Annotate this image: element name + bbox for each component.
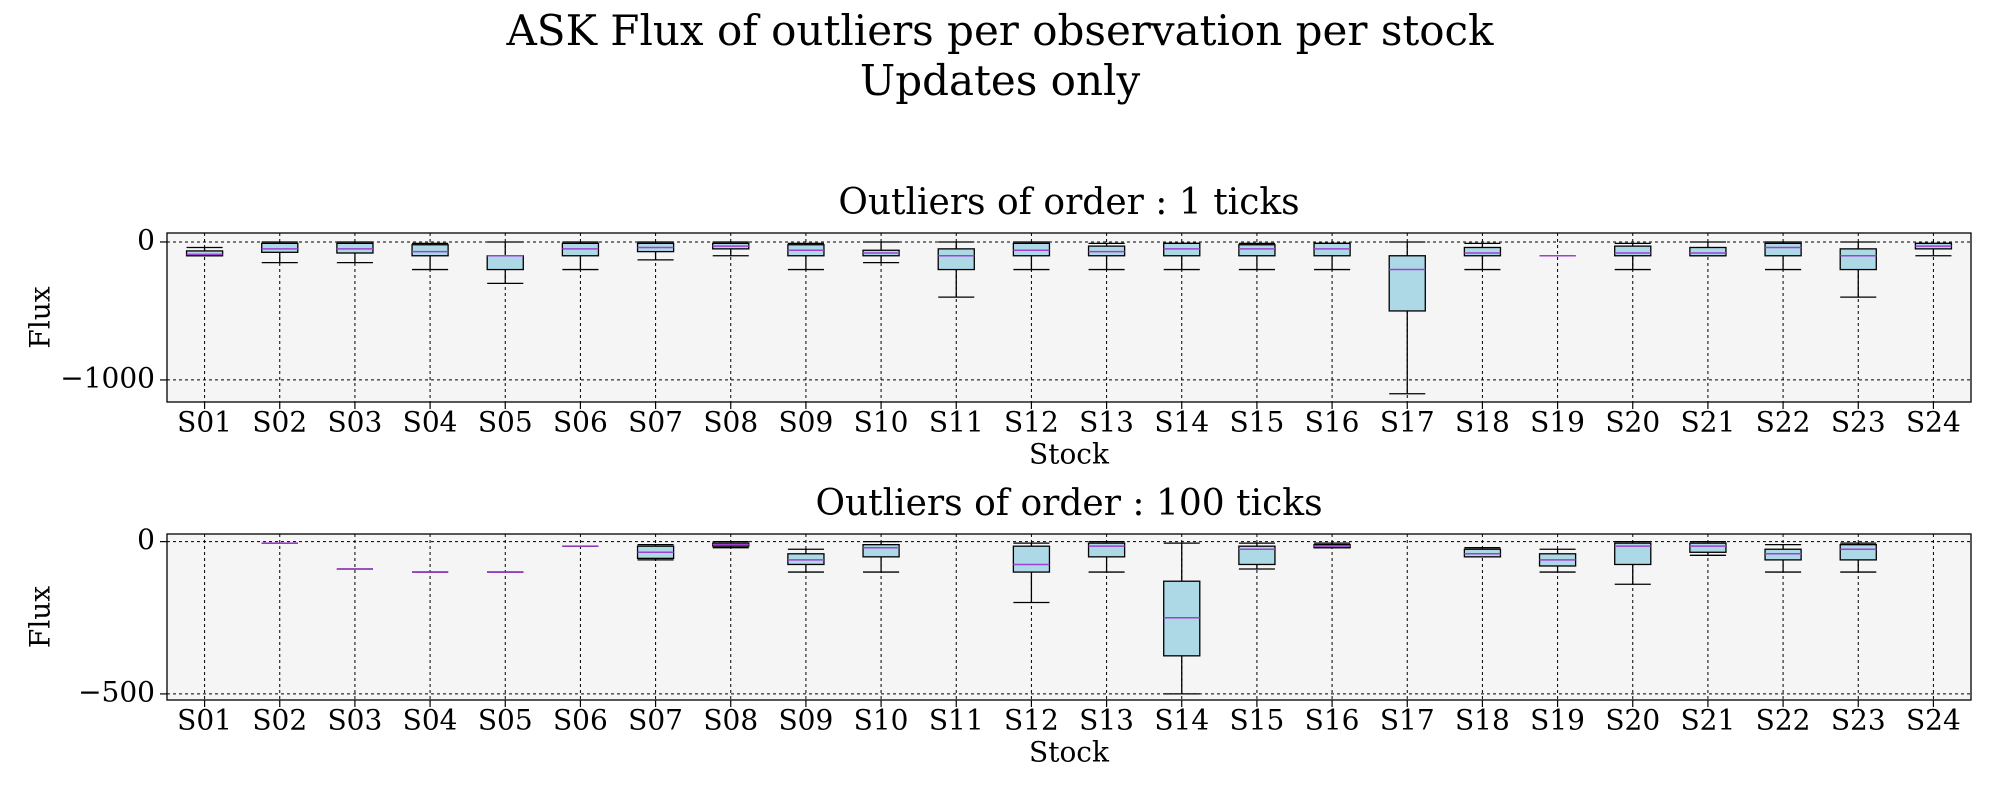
box [411, 244, 449, 257]
axis-title: Outliers of order : 100 ticks [815, 483, 1322, 524]
x-tick-label: S17 [1380, 406, 1435, 439]
x-tick-label: S03 [328, 704, 383, 737]
x-tick-label: S06 [553, 406, 608, 439]
box [1087, 542, 1126, 558]
y-tick-label: 0 [137, 223, 155, 256]
x-tick-label: S02 [252, 704, 307, 737]
box [261, 242, 299, 253]
box [1012, 545, 1051, 573]
x-tick-label: S14 [1154, 406, 1209, 439]
x-tick-label: S22 [1756, 704, 1811, 737]
x-tick-label: S24 [1906, 406, 1961, 439]
x-tick-label: S20 [1605, 704, 1660, 737]
x-tick-label: S15 [1230, 704, 1285, 737]
x-tick-label: S21 [1681, 704, 1736, 737]
x-tick-label: S16 [1305, 406, 1360, 439]
y-tick-label: −1000 [60, 361, 155, 394]
x-tick-label: S02 [252, 406, 307, 439]
x-tick-label: S12 [1004, 406, 1059, 439]
x-tick-label: S16 [1305, 704, 1360, 737]
x-tick-label: S06 [553, 704, 608, 737]
x-tick-label: S08 [703, 704, 758, 737]
y-axis-label: Flux [24, 286, 57, 348]
box [1614, 542, 1652, 566]
x-tick-label: S23 [1831, 406, 1886, 439]
y-tick-label: 0 [137, 523, 155, 556]
x-tick-label: S08 [703, 406, 758, 439]
box [1614, 245, 1652, 257]
x-tick-label: S09 [779, 704, 834, 737]
x-tick-label: S18 [1455, 704, 1510, 737]
figure-subtitle: Updates only [860, 56, 1141, 105]
box [1839, 248, 1877, 271]
x-tick-label: S04 [403, 406, 458, 439]
x-tick-label: S15 [1230, 406, 1285, 439]
plot-area [167, 534, 1971, 700]
axis-title: Outliers of order : 1 ticks [838, 182, 1299, 223]
x-tick-label: S11 [929, 406, 984, 439]
x-tick-label: S04 [403, 704, 458, 737]
x-tick-label: S05 [478, 704, 533, 737]
x-tick-label: S18 [1455, 406, 1510, 439]
x-tick-label: S24 [1906, 704, 1961, 737]
x-tick-label: S05 [478, 406, 533, 439]
x-tick-label: S11 [929, 704, 984, 737]
x-tick-label: S03 [328, 406, 383, 439]
x-axis-label: Stock [1029, 438, 1110, 471]
x-tick-label: S14 [1154, 704, 1209, 737]
x-tick-label: S10 [854, 704, 909, 737]
x-tick-label: S21 [1681, 406, 1736, 439]
box [937, 248, 975, 271]
axes-frame [166, 533, 1972, 701]
x-tick-label: S01 [177, 406, 232, 439]
axes-frame [166, 232, 1972, 403]
x-tick-label: S19 [1530, 704, 1585, 737]
plot-area [167, 233, 1971, 402]
box [1238, 545, 1276, 566]
x-tick-label: S19 [1530, 406, 1585, 439]
x-tick-label: S10 [854, 406, 909, 439]
box [1163, 580, 1201, 657]
x-tick-label: S23 [1831, 704, 1886, 737]
figure-title: ASK Flux of outliers per observation per… [505, 6, 1494, 55]
box [185, 250, 224, 257]
box [787, 553, 825, 566]
x-tick-label: S07 [628, 406, 683, 439]
x-axis-label: Stock [1029, 736, 1110, 769]
box [1689, 246, 1727, 257]
x-tick-label: S20 [1605, 406, 1660, 439]
box [486, 255, 524, 271]
box [1388, 255, 1426, 312]
x-tick-label: S01 [177, 704, 232, 737]
x-tick-label: S09 [779, 406, 834, 439]
x-tick-label: S22 [1756, 406, 1811, 439]
x-tick-label: S17 [1380, 704, 1435, 737]
box [1689, 542, 1727, 553]
box [862, 544, 900, 558]
box [1839, 544, 1877, 561]
box [1463, 246, 1502, 257]
x-tick-label: S13 [1079, 406, 1134, 439]
x-tick-label: S07 [628, 704, 683, 737]
box [1764, 548, 1802, 561]
x-tick-label: S12 [1004, 704, 1059, 737]
box [1463, 548, 1502, 558]
y-tick-label: −500 [78, 675, 155, 708]
x-tick-label: S13 [1079, 704, 1134, 737]
box [1764, 242, 1802, 257]
box [1238, 244, 1276, 257]
y-axis-label: Flux [24, 586, 57, 648]
